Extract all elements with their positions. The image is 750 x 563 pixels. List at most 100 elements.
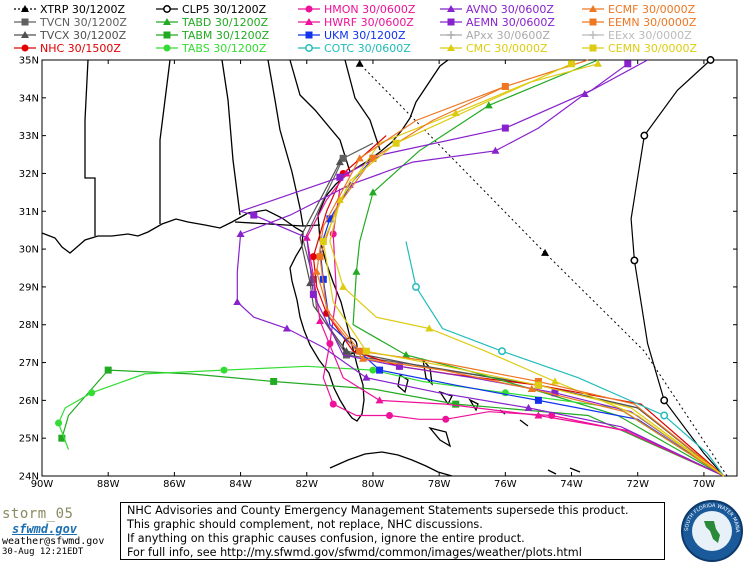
legend-marker [589,5,597,12]
track-point [534,396,542,404]
legend-marker [21,44,29,52]
track-point [550,377,559,385]
legend-marker [21,31,29,38]
legend-item-tabm: TABM 30/1200Z [156,29,270,42]
legend-marker [305,31,313,39]
track-line [316,59,725,477]
track-point [309,290,317,298]
track-line [322,188,725,477]
legend-marker [589,44,597,52]
legend-label: XTRP 30/1200Z [40,3,126,16]
legend-item-apxx: APxx 30/0600Z [440,29,550,42]
sfwmd-branding: storm_05 sfwmd.gov weather@sfwmd.gov 30-… [2,506,117,557]
legend-item-cotc: COTC 30/0600Z [298,42,411,55]
track-point [326,215,334,223]
cuba-coast [329,426,581,477]
lon-label: 74W [560,479,583,490]
track-point [339,282,348,290]
disclaimer-line-4[interactable]: For full info, see http://my.sfwmd.gov/s… [127,546,582,559]
contact-email[interactable]: weather@sfwmd.gov [2,536,105,547]
model-tracks [55,56,728,477]
legend-marker [163,44,171,52]
lat-label: 30N [19,245,39,256]
legend-item-ukm: UKM 30/1200Z [298,29,406,42]
legend-item-hwrf: HWRF 30/0600Z [298,16,414,29]
track-point [368,188,377,196]
lat-label: 31N [19,207,39,218]
track-point [342,351,350,359]
track-point [630,256,639,265]
track-point [491,146,500,154]
legend-label: EExx 30/0000Z [608,29,692,42]
legend-item-avno: AVNO 30/0600Z [440,3,554,16]
legend-item-aemn: AEMN 30/0600Z [440,16,555,29]
legend-marker [447,31,455,39]
legend-marker [589,31,597,39]
track-point [316,316,324,324]
legend-label: TABD 30/1200Z [181,16,269,29]
track-point [282,324,291,332]
track-point [270,377,278,385]
sfwmd-logo[interactable]: sfwmd.gov [12,522,78,536]
track-point [425,324,434,332]
legend-item-clp5: CLP5 30/1200Z [156,3,267,16]
lon-label: 78W [428,479,451,490]
track-tabm [58,366,725,477]
legend-item-ecmf: ECMF 30/0000Z [582,3,696,16]
legend-label: TABS 30/1200Z [181,42,267,55]
legend-item-cemn: CEMN 30/0000Z [582,42,698,55]
legend-marker [21,5,29,12]
track-point [660,396,669,405]
track-point [660,411,669,420]
legend-item-tabs: TABS 30/1200Z [156,42,267,55]
track-point [55,419,63,427]
lon-label: 80W [362,479,385,490]
track-point [369,154,377,162]
track-point [386,411,393,419]
track-clp5 [630,56,725,477]
track-cmc [329,59,725,477]
track-point [339,154,347,162]
legend-marker [305,5,313,13]
track-point [527,385,536,393]
track-point [355,154,364,162]
track-point [451,108,460,116]
sfwmd-seal: SOUTH FLORIDA WATER MANAGEMENT DISTRICT [680,499,743,562]
legend-item-eemn: EEMN 30/0000Z [582,16,697,29]
track-point [355,59,364,67]
lat-label: 26N [19,396,39,407]
track-point [359,354,368,362]
lon-label: 70W [693,479,716,490]
track-cotc [405,241,725,477]
track-point [362,373,371,381]
track-point [412,282,420,291]
track-line [312,135,725,477]
track-point [336,173,344,181]
legend-marker [21,18,29,26]
legend-item-xtrp: XTRP 30/1200Z [14,3,126,16]
legend-marker [589,18,597,26]
legend-marker [305,44,313,52]
track-point [250,211,258,219]
track-point [312,267,321,275]
track-point [356,347,364,355]
track-point [568,60,576,68]
track-point [352,267,361,275]
legend-label: AEMN 30/0600Z [466,16,555,29]
track-point [551,389,559,397]
lon-label: 72W [626,479,649,490]
track-point [501,82,509,90]
lat-label: 35N [19,56,39,67]
legend-marker [163,31,171,39]
track-point [395,362,403,370]
lat-lon-grid [41,59,737,477]
track-line [405,241,725,477]
timestamp: 30-Aug 12:21EDT [2,547,84,557]
track-point [392,139,400,147]
legend-label: COTC 30/0600Z [324,42,411,55]
track-hwrf [302,169,725,477]
legend-label: NHC 30/1500Z [40,42,121,55]
storm-name: storm_05 [2,506,74,522]
